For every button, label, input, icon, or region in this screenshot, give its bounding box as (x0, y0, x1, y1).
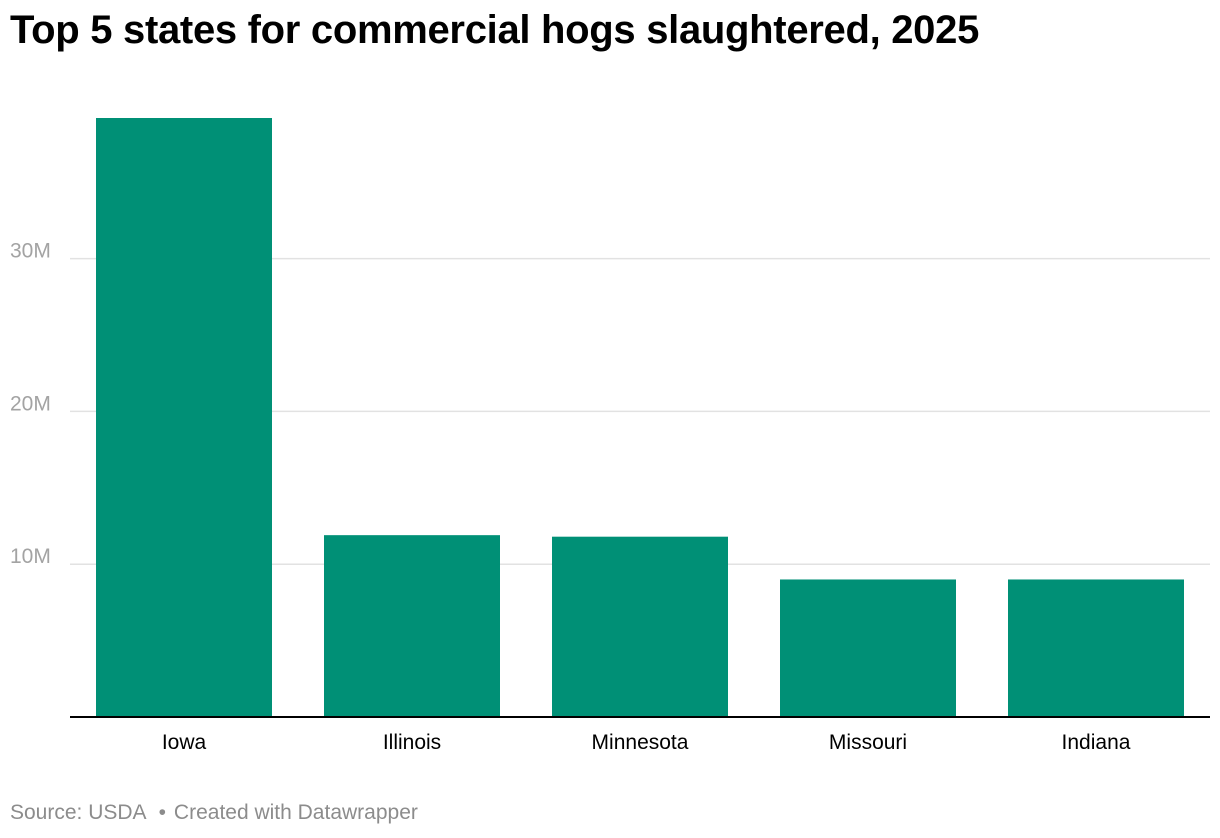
y-tick-label: 20M (10, 392, 51, 415)
x-tick-label: Illinois (383, 731, 441, 754)
chart-title: Top 5 states for commercial hogs slaught… (10, 8, 980, 52)
bar-minnesota (552, 536, 728, 717)
x-tick-label: Minnesota (592, 731, 689, 754)
source-note: Source: USDA (10, 801, 147, 824)
y-tick-label: 30M (10, 240, 51, 263)
bar-missouri (780, 579, 956, 717)
credit-note: Created with Datawrapper (173, 801, 418, 824)
x-tick-label: Missouri (829, 731, 907, 754)
bar-iowa (96, 118, 272, 717)
chart-footer: Source: USDA • Created with Datawrapper (10, 801, 418, 825)
bar-illinois (324, 535, 500, 717)
y-tick-label: 10M (10, 545, 51, 568)
x-tick-label: Iowa (162, 731, 207, 754)
x-tick-label: Indiana (1062, 731, 1131, 754)
footer-separator: • (158, 801, 166, 824)
bar-indiana (1008, 579, 1184, 717)
